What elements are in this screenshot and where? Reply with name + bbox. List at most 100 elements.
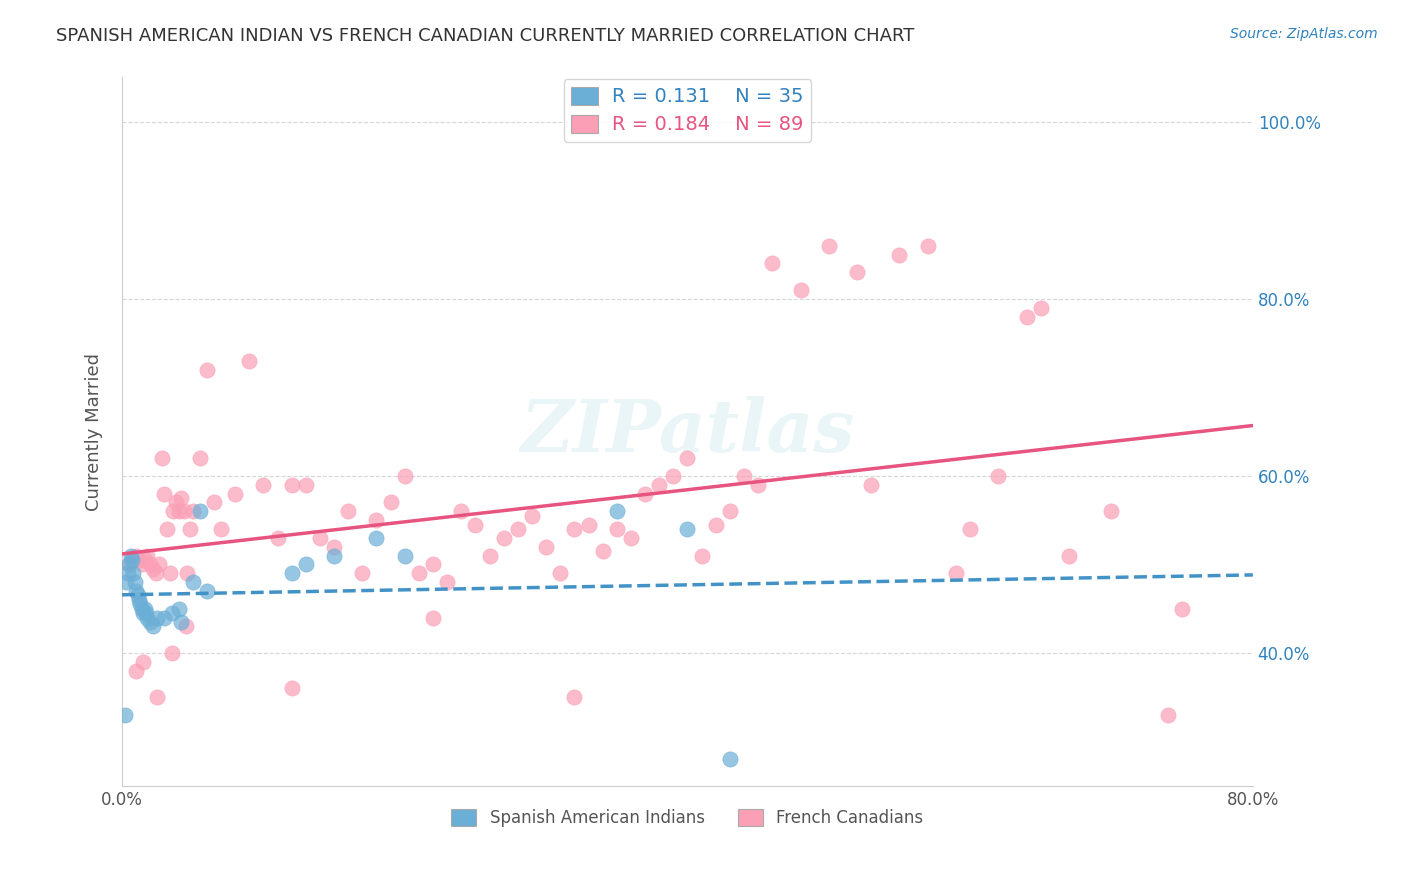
- Point: [118, 558, 141, 572]
- Y-axis label: Currently Married: Currently Married: [86, 352, 103, 510]
- Point: [648, 477, 671, 491]
- Point: [464, 517, 486, 532]
- Point: [564, 690, 586, 705]
- Point: [202, 495, 225, 509]
- Point: [1101, 504, 1123, 518]
- Point: [789, 283, 811, 297]
- Point: [987, 469, 1010, 483]
- Point: [209, 522, 232, 536]
- Point: [195, 362, 218, 376]
- Point: [578, 517, 600, 532]
- Text: SPANISH AMERICAN INDIAN VS FRENCH CANADIAN CURRENTLY MARRIED CORRELATION CHART: SPANISH AMERICAN INDIAN VS FRENCH CANADI…: [56, 27, 915, 45]
- Point: [266, 531, 288, 545]
- Point: [170, 615, 193, 629]
- Point: [1057, 549, 1080, 563]
- Point: [860, 477, 883, 491]
- Point: [917, 238, 939, 252]
- Point: [153, 486, 176, 500]
- Point: [634, 486, 657, 500]
- Point: [846, 265, 869, 279]
- Point: [117, 566, 139, 581]
- Point: [132, 655, 155, 669]
- Point: [761, 256, 783, 270]
- Point: [150, 451, 173, 466]
- Point: [165, 495, 187, 509]
- Point: [1029, 301, 1052, 315]
- Point: [134, 553, 156, 567]
- Point: [128, 553, 150, 567]
- Point: [135, 606, 157, 620]
- Point: [422, 558, 444, 572]
- Point: [188, 451, 211, 466]
- Point: [139, 615, 162, 629]
- Point: [134, 601, 156, 615]
- Point: [170, 491, 193, 505]
- Point: [124, 575, 146, 590]
- Point: [132, 606, 155, 620]
- Point: [366, 513, 388, 527]
- Point: [148, 558, 170, 572]
- Point: [160, 646, 183, 660]
- Point: [520, 508, 543, 523]
- Point: [676, 522, 699, 536]
- Point: [174, 619, 197, 633]
- Point: [747, 477, 769, 491]
- Point: [620, 531, 643, 545]
- Point: [162, 504, 184, 518]
- Point: [718, 752, 741, 766]
- Point: [128, 592, 150, 607]
- Point: [662, 469, 685, 483]
- Point: [156, 522, 179, 536]
- Point: [690, 549, 713, 563]
- Point: [131, 601, 153, 615]
- Point: [153, 610, 176, 624]
- Point: [173, 504, 195, 518]
- Point: [294, 477, 316, 491]
- Point: [548, 566, 571, 581]
- Point: [436, 575, 458, 590]
- Point: [959, 522, 981, 536]
- Point: [121, 553, 143, 567]
- Point: [252, 477, 274, 491]
- Point: [337, 504, 360, 518]
- Point: [704, 517, 727, 532]
- Point: [280, 681, 302, 696]
- Point: [136, 610, 159, 624]
- Point: [142, 619, 165, 633]
- Point: [118, 558, 141, 572]
- Point: [294, 558, 316, 572]
- Point: [280, 566, 302, 581]
- Point: [179, 522, 201, 536]
- Point: [676, 451, 699, 466]
- Point: [889, 247, 911, 261]
- Point: [188, 504, 211, 518]
- Point: [1015, 310, 1038, 324]
- Point: [114, 708, 136, 723]
- Point: [506, 522, 529, 536]
- Point: [176, 566, 198, 581]
- Point: [125, 549, 148, 563]
- Point: [564, 522, 586, 536]
- Point: [122, 553, 145, 567]
- Point: [122, 566, 145, 581]
- Point: [181, 575, 204, 590]
- Point: [280, 477, 302, 491]
- Point: [120, 549, 142, 563]
- Point: [136, 549, 159, 563]
- Point: [139, 558, 162, 572]
- Point: [450, 504, 472, 518]
- Point: [606, 522, 628, 536]
- Point: [380, 495, 402, 509]
- Point: [167, 601, 190, 615]
- Point: [394, 549, 416, 563]
- Text: ZIPatlas: ZIPatlas: [520, 396, 855, 467]
- Point: [125, 584, 148, 599]
- Point: [159, 566, 181, 581]
- Point: [422, 610, 444, 624]
- Point: [181, 504, 204, 518]
- Point: [127, 589, 149, 603]
- Point: [309, 531, 332, 545]
- Point: [534, 540, 557, 554]
- Point: [733, 469, 755, 483]
- Point: [718, 504, 741, 518]
